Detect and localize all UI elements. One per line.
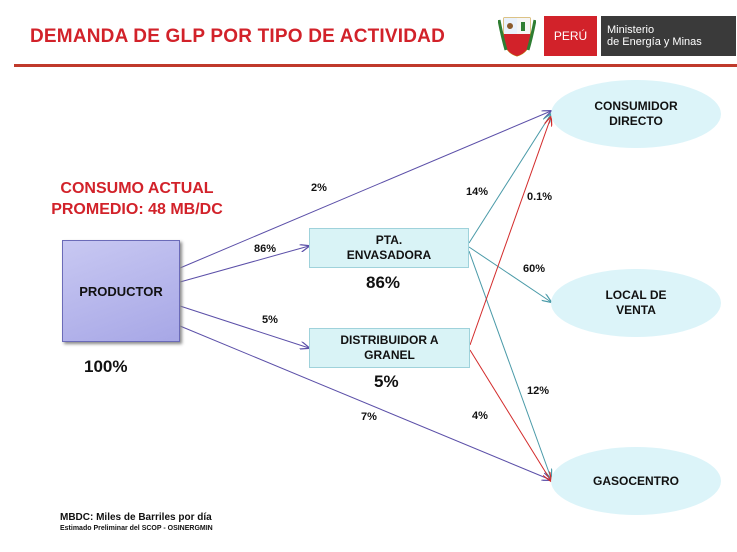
arrow-productor-gasocentro bbox=[179, 325, 551, 480]
peru-logo-label: PERÚ bbox=[544, 16, 597, 56]
arrow-envasadora-consumidor bbox=[468, 114, 551, 244]
footnote-mbdc: MBDC: Miles de Barriles por día bbox=[60, 512, 212, 523]
arrow-envasadora-gasocentro bbox=[468, 250, 551, 478]
productor-label: PRODUCTOR bbox=[79, 283, 163, 299]
flow-label-productor-consumidor: 2% bbox=[311, 182, 327, 194]
ministry-logo: Ministerio de Energía y Minas bbox=[601, 16, 736, 56]
arrow-productor-consumidor bbox=[179, 111, 551, 269]
local-line-2: VENTA bbox=[616, 303, 656, 317]
peru-coat-of-arms-icon bbox=[498, 17, 536, 57]
consumidor-line-1: CONSUMIDOR bbox=[594, 99, 678, 113]
distribuidor-line-1: DISTRIBUIDOR A bbox=[340, 333, 439, 347]
productor-share: 100% bbox=[84, 357, 128, 376]
flow-label-envasadora-gasocentro: 12% bbox=[527, 385, 550, 397]
consumo-actual-label: CONSUMO ACTUAL PROMEDIO: 48 MB/DC bbox=[22, 178, 252, 220]
envasadora-share: 86% bbox=[366, 273, 401, 292]
flow-label-distribuidor-consumidor: 0.1% bbox=[527, 191, 553, 203]
consumidor-line-2: DIRECTO bbox=[609, 114, 663, 128]
local-de-venta-node: LOCAL DE VENTA bbox=[551, 269, 721, 337]
gasocentro-node: GASOCENTRO bbox=[551, 447, 721, 515]
arrow-productor-envasadora bbox=[179, 246, 309, 283]
consumo-line-1: CONSUMO ACTUAL bbox=[60, 180, 214, 197]
flow-label-envasadora-consumidor: 14% bbox=[466, 186, 489, 198]
arrow-productor-distribuidor bbox=[179, 305, 309, 348]
flow-label-envasadora-local: 60% bbox=[523, 263, 546, 275]
gasocentro-label: GASOCENTRO bbox=[592, 473, 679, 488]
envasadora-line-1: PTA. bbox=[375, 233, 403, 247]
ministry-line-1: Ministerio bbox=[607, 24, 655, 36]
header-divider bbox=[14, 64, 737, 67]
flow-label-distribuidor-gasocentro: 4% bbox=[472, 410, 488, 422]
local-line-1: LOCAL DE bbox=[605, 288, 667, 302]
distribuidor-line-2: GRANEL bbox=[364, 348, 415, 362]
distribuidor-share: 5% bbox=[374, 372, 399, 391]
arrow-envasadora-local bbox=[468, 246, 551, 302]
envasadora-line-2: ENVASADORA bbox=[346, 248, 432, 262]
consumo-line-2: PROMEDIO: 48 MB/DC bbox=[51, 201, 223, 218]
consumidor-directo-node: CONSUMIDOR DIRECTO bbox=[551, 80, 721, 148]
arrow-distribuidor-consumidor bbox=[469, 117, 551, 346]
distribuidor-node: DISTRIBUIDOR A GRANEL bbox=[309, 328, 470, 368]
envasadora-node: PTA. ENVASADORA bbox=[309, 228, 469, 268]
arrow-distribuidor-gasocentro bbox=[469, 349, 551, 481]
ministry-line-2: de Energía y Minas bbox=[607, 36, 702, 48]
flow-label-productor-gasocentro: 7% bbox=[361, 411, 377, 423]
flow-label-productor-distribuidor: 5% bbox=[262, 314, 278, 326]
flow-label-productor-envasadora: 86% bbox=[254, 243, 277, 255]
footnote-source: Estimado Preliminar del SCOP - OSINERGMI… bbox=[60, 525, 213, 532]
slide-title: DEMANDA DE GLP POR TIPO DE ACTIVIDAD bbox=[30, 26, 446, 47]
productor-node: PRODUCTOR bbox=[62, 240, 180, 342]
